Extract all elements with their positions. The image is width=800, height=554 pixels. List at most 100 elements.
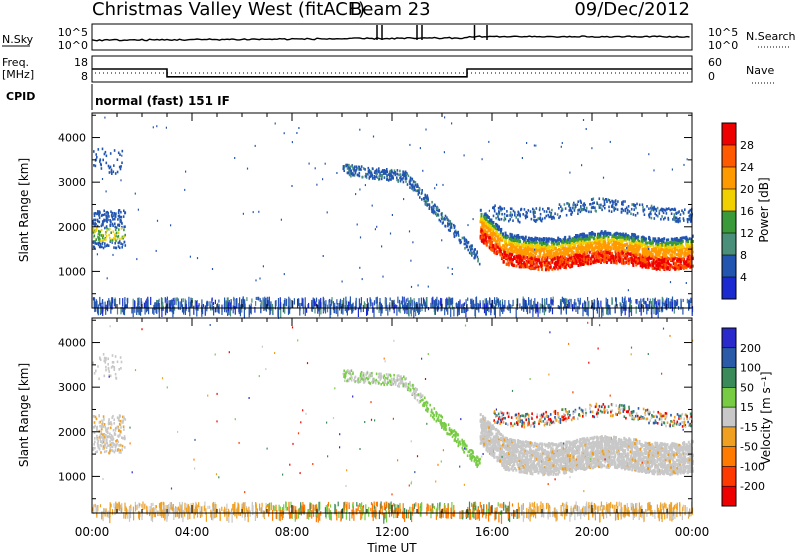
data-cell (607, 198, 609, 201)
data-cell (611, 234, 614, 238)
data-cell (537, 258, 540, 262)
data-cell (126, 299, 128, 308)
data-cell (489, 237, 492, 241)
data-cell (155, 249, 157, 252)
data-cell (569, 256, 572, 260)
data-cell (458, 304, 460, 311)
data-cell (496, 236, 499, 240)
data-cell (675, 261, 678, 265)
data-cell (438, 299, 440, 310)
data-cell (640, 244, 643, 247)
data-cell (509, 256, 512, 260)
data-cell (603, 244, 606, 248)
data-cell (646, 205, 648, 208)
data-cell (348, 173, 351, 177)
data-cell (308, 302, 310, 308)
data-cell (116, 307, 119, 315)
data-cell (527, 509, 530, 520)
data-cell (617, 234, 620, 238)
data-cell (624, 299, 626, 308)
data-cell (113, 149, 116, 152)
data-cell (583, 238, 586, 242)
data-cell (613, 246, 616, 249)
data-cell (117, 211, 120, 214)
data-cell (464, 247, 466, 250)
data-cell (644, 258, 647, 262)
data-cell (605, 244, 608, 248)
data-cell (636, 250, 639, 254)
data-cell (536, 237, 538, 240)
data-cell (594, 511, 596, 521)
data-cell (671, 168, 673, 171)
data-cell (511, 259, 514, 263)
data-cell (534, 258, 537, 262)
data-cell (346, 307, 348, 313)
data-cell (676, 248, 679, 252)
data-cell (614, 202, 617, 206)
data-cell (366, 298, 368, 303)
data-cell (612, 261, 615, 265)
data-cell (689, 261, 692, 265)
data-cell (687, 211, 690, 214)
data-cell (264, 301, 266, 311)
nsky-spikes (376, 25, 488, 40)
data-cell (578, 260, 581, 264)
data-cell (560, 239, 562, 243)
data-cell (241, 307, 243, 313)
data-cell (674, 267, 677, 271)
data-cell (447, 218, 449, 221)
data-cell (655, 267, 658, 271)
data-cell (523, 208, 526, 211)
data-cell (405, 177, 408, 180)
data-cell (635, 236, 638, 240)
data-cell (535, 220, 537, 223)
data-cell (624, 504, 626, 512)
data-cell (687, 264, 690, 268)
data-cell (397, 180, 399, 183)
data-cell (647, 259, 650, 263)
data-cell (688, 300, 690, 311)
data-cell (691, 250, 694, 254)
data-cell (350, 172, 353, 176)
data-cell (669, 240, 672, 244)
data-cell (664, 253, 667, 256)
data-cell (659, 299, 661, 309)
data-cell (631, 258, 634, 261)
data-cell (684, 247, 687, 251)
data-cell (114, 228, 117, 232)
data-cell (126, 298, 128, 302)
data-cell (113, 246, 115, 249)
data-cell (353, 174, 356, 177)
data-cell (589, 242, 592, 246)
data-cell (574, 243, 577, 247)
data-cell (607, 231, 610, 235)
data-cell (572, 261, 575, 265)
data-cell (426, 199, 428, 203)
data-cell (346, 300, 348, 312)
data-cell (577, 239, 580, 243)
data-cell (345, 164, 348, 168)
data-cell (470, 298, 472, 305)
data-cell (613, 232, 616, 236)
data-cell (121, 161, 123, 165)
data-cell (604, 240, 607, 244)
data-cell (571, 240, 574, 244)
data-cell (578, 237, 581, 241)
data-cell (94, 240, 97, 243)
data-cell (451, 122, 453, 125)
data-cell (92, 229, 94, 232)
data-cell (428, 203, 431, 206)
data-cell (609, 305, 611, 315)
data-cell (675, 253, 678, 256)
data-cell (678, 245, 681, 249)
data-cell (194, 505, 196, 516)
data-cell (591, 255, 594, 259)
data-cell (93, 246, 96, 250)
data-cell (110, 220, 112, 223)
data-cell (688, 218, 690, 221)
data-cell (418, 190, 420, 194)
data-cell (517, 218, 519, 221)
data-cell (372, 177, 374, 180)
data-cell (550, 237, 553, 241)
data-cell (349, 301, 351, 307)
